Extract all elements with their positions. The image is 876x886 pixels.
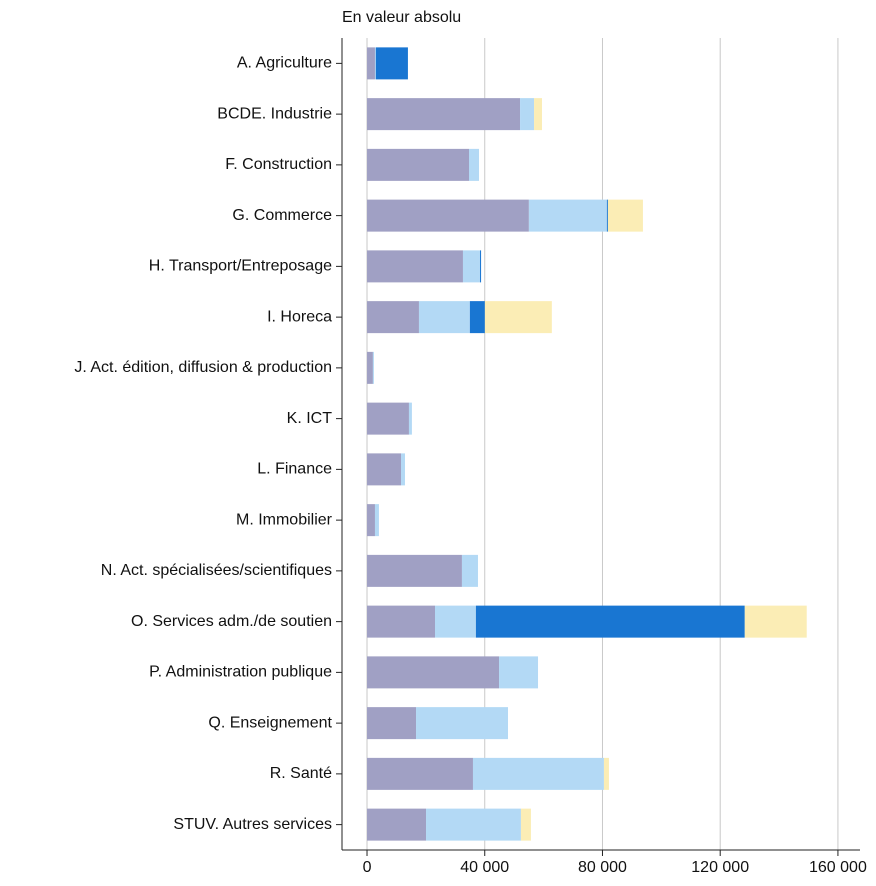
y-tick-label: F. Construction [225, 156, 332, 173]
y-tick-label: Q. Enseignement [208, 714, 332, 731]
bar-segment [408, 402, 412, 435]
bar-segment [367, 148, 469, 181]
bar-segment [603, 757, 609, 790]
x-tick-label: 40 000 [460, 859, 509, 876]
bar-segment [367, 199, 529, 232]
bar-segment [528, 199, 607, 232]
bar-segment [367, 301, 419, 334]
bar-segment [401, 453, 405, 486]
bar-segment [472, 757, 604, 790]
x-tick-label: 0 [363, 859, 372, 876]
y-tick-label: BCDE. Industrie [217, 105, 332, 122]
bar-segment [499, 656, 539, 689]
bar-segment [468, 148, 480, 181]
bar-segment [484, 301, 552, 334]
bar-segment [367, 402, 409, 435]
bar-segment [475, 605, 745, 638]
bar-segment [520, 808, 531, 841]
bar-segment [374, 504, 379, 537]
y-tick-label: J. Act. édition, diffusion & production [74, 359, 332, 376]
bar-segment [372, 351, 374, 384]
bar-segment [607, 199, 643, 232]
bar-segment [480, 250, 482, 283]
bar-segment [367, 98, 521, 131]
bar-segment [375, 47, 408, 80]
bar-segment [744, 605, 807, 638]
y-tick-label: G. Commerce [232, 207, 332, 224]
y-tick-label: P. Administration publique [149, 664, 332, 681]
bar-segment [534, 98, 542, 131]
bar-segment [416, 707, 508, 740]
bar-segment [462, 250, 481, 283]
bar-segment [367, 656, 500, 689]
bar-segment [374, 47, 376, 80]
bar-segment [367, 554, 462, 587]
bar-segment [426, 808, 521, 841]
bar-segment [367, 757, 473, 790]
bar-segment [367, 250, 463, 283]
bar-segment [367, 605, 436, 638]
bar-segment [435, 605, 476, 638]
y-tick-label: L. Finance [257, 461, 332, 478]
bar-segment [367, 707, 417, 740]
y-tick-label: I. Horeca [267, 308, 332, 325]
y-tick-label: H. Transport/Entreposage [149, 258, 332, 275]
x-tick-label: 80 000 [578, 859, 627, 876]
bar-segment [367, 504, 375, 537]
y-tick-label: A. Agriculture [237, 55, 332, 72]
bar-segment [606, 199, 608, 232]
bar-segment [367, 351, 373, 384]
bar-segment [520, 98, 535, 131]
y-tick-label: K. ICT [287, 410, 333, 427]
y-tick-label: N. Act. spécialisées/scientifiques [101, 562, 332, 579]
x-tick-label: 160 000 [809, 859, 867, 876]
y-tick-label: O. Services adm./de soutien [131, 613, 332, 630]
y-tick-label: M. Immobilier [236, 511, 333, 528]
bar-segment [367, 47, 375, 80]
y-tick-label: STUV. Autres services [173, 816, 332, 833]
bar-segment [418, 301, 470, 334]
bar-segment [461, 554, 478, 587]
bar-segment [367, 453, 402, 486]
chart-title: En valeur absolu [342, 9, 461, 26]
x-tick-label: 120 000 [691, 859, 749, 876]
bar-segment [367, 808, 427, 841]
y-tick-label: R. Santé [270, 765, 332, 782]
bar-segment [469, 301, 485, 334]
